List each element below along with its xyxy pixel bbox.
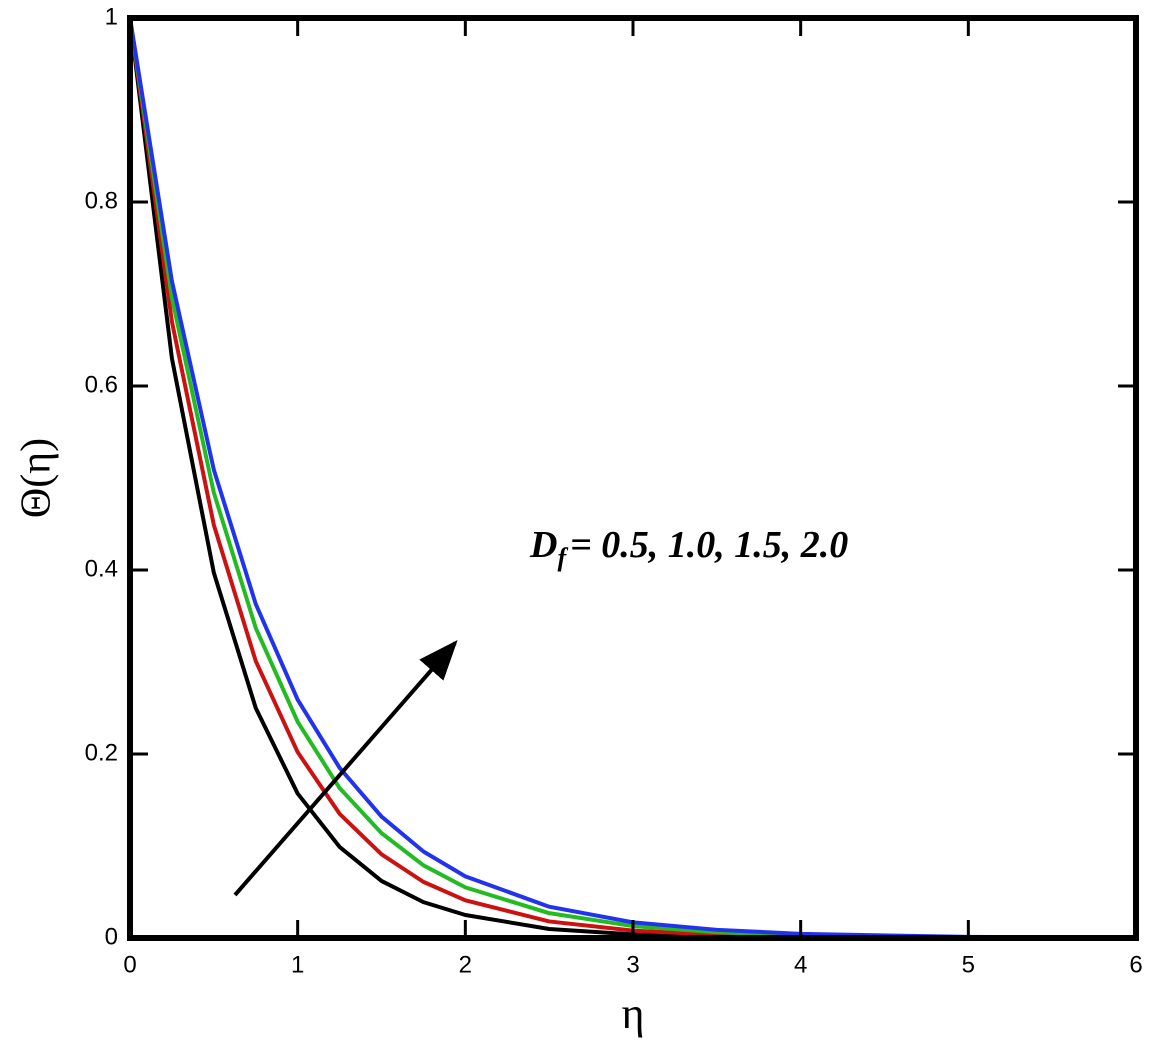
annotation-subscript: f: [557, 543, 568, 572]
x-tick-label: 1: [291, 951, 304, 978]
x-axis-label: η: [621, 989, 644, 1038]
x-tick-label: 6: [1129, 951, 1142, 978]
y-tick-label: 0.8: [85, 187, 118, 214]
curve: [128, 17, 1137, 940]
y-tick-label: 0.2: [85, 739, 118, 766]
y-tick-label: 1: [105, 3, 118, 30]
x-tick-label: 4: [794, 951, 807, 978]
x-tick-label: 5: [962, 951, 975, 978]
annotation-symbol: D: [529, 524, 557, 566]
curve: [128, 17, 1137, 940]
y-axis-label: Θ(η): [14, 438, 60, 518]
y-tick-label: 0.4: [85, 555, 118, 582]
y-tick-label: 0.6: [85, 371, 118, 398]
annotation-text: = 0.5, 1.0, 1.5, 2.0: [570, 524, 848, 566]
plot-frame: [127, 15, 1139, 941]
curves: [128, 17, 1137, 940]
x-tick-label: 0: [123, 951, 136, 978]
annotation: Df = 0.5, 1.0, 1.5, 2.0: [529, 524, 848, 572]
x-tick-label: 2: [459, 951, 472, 978]
curve: [128, 17, 1137, 940]
y-tick-label: 0: [105, 923, 118, 950]
x-tick-label: 3: [626, 951, 639, 978]
curve: [128, 17, 1137, 940]
trend-arrow: [233, 639, 458, 897]
